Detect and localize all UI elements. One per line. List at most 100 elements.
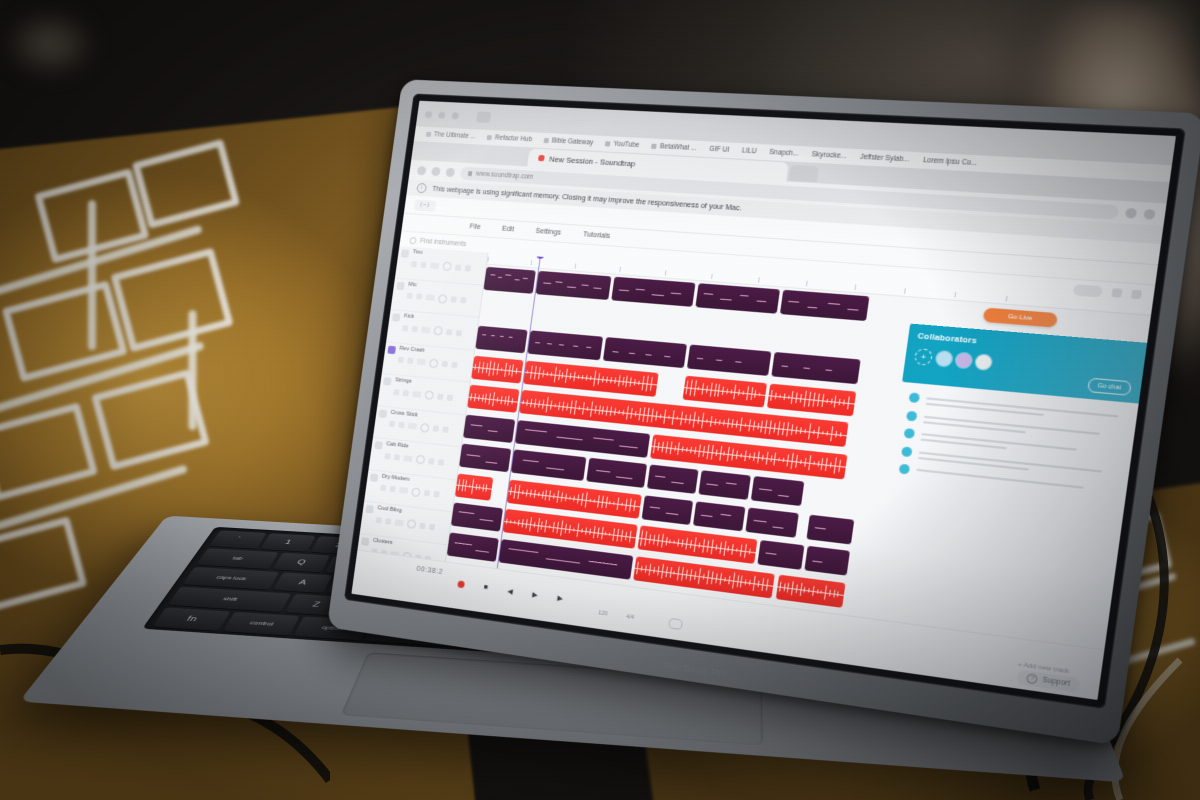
volume-slider[interactable] — [403, 454, 413, 462]
clip-midi[interactable] — [459, 443, 512, 473]
fx-button[interactable] — [428, 457, 435, 465]
solo-button[interactable] — [402, 389, 410, 397]
fx-button[interactable] — [450, 296, 458, 303]
forward-icon[interactable] — [431, 166, 441, 176]
record-arm-button[interactable] — [437, 458, 445, 466]
key-`[interactable]: ` — [209, 530, 267, 549]
key-caps-lock[interactable]: caps lock — [182, 566, 280, 590]
bookmark-item[interactable]: Jeffster Sylab... — [859, 153, 910, 164]
fx-button[interactable] — [419, 522, 426, 529]
solo-button[interactable] — [411, 325, 419, 332]
bookmark-item[interactable]: LILU — [741, 147, 757, 156]
clip-midi[interactable] — [446, 531, 499, 562]
bookmark-item[interactable]: Skyrocke... — [811, 150, 848, 161]
support-button[interactable]: ? Support — [1016, 669, 1081, 693]
clip-midi[interactable] — [527, 330, 604, 361]
rewind-button[interactable]: ◀ — [506, 587, 514, 596]
volume-slider[interactable] — [416, 358, 427, 366]
avatar[interactable] — [974, 354, 993, 370]
search-instruments-field[interactable]: Find instruments — [409, 237, 467, 248]
fx-button[interactable] — [445, 328, 453, 335]
back-icon[interactable] — [416, 165, 427, 175]
solo-button[interactable] — [389, 485, 396, 493]
close-window-button[interactable] — [424, 110, 433, 118]
new-tab-button[interactable] — [788, 164, 820, 183]
menu-file[interactable]: File — [469, 223, 482, 232]
volume-slider[interactable] — [407, 422, 418, 430]
bookmark-item[interactable]: Lorem Ipsu Co... — [922, 156, 978, 168]
clip-midi[interactable] — [510, 449, 587, 481]
clip-midi[interactable] — [463, 414, 516, 443]
volume-slider[interactable] — [412, 390, 422, 398]
reload-icon[interactable] — [445, 167, 456, 177]
clip-midi[interactable] — [693, 500, 746, 531]
record-arm-button[interactable] — [433, 490, 440, 498]
pan-knob[interactable] — [415, 454, 426, 465]
sidebar-toggle-button[interactable] — [476, 110, 492, 123]
timecode-display[interactable]: 00:38:2 — [416, 565, 444, 577]
loop-button[interactable] — [668, 617, 684, 631]
soundtrap-logo[interactable]: (~) — [413, 199, 437, 212]
maximize-window-button[interactable] — [451, 111, 460, 119]
record-arm-button[interactable] — [455, 329, 463, 336]
volume-slider[interactable] — [394, 518, 404, 526]
solo-button[interactable] — [420, 261, 427, 268]
bookmark-item[interactable]: YouTube — [604, 140, 640, 149]
mute-button[interactable] — [397, 356, 405, 363]
avatar[interactable] — [935, 351, 953, 367]
menu-edit[interactable]: Edit — [501, 225, 515, 234]
pan-knob[interactable] — [424, 390, 435, 401]
quantize-pill-button[interactable] — [1072, 283, 1104, 297]
solo-button[interactable] — [398, 421, 405, 429]
clip-midi[interactable] — [535, 270, 612, 300]
pan-knob[interactable] — [406, 518, 417, 529]
bookmark-item[interactable]: The Ultimate ... — [425, 131, 476, 140]
clip-midi[interactable] — [698, 470, 751, 500]
volume-slider[interactable] — [425, 294, 435, 301]
record-arm-button[interactable] — [442, 426, 449, 433]
tabs-overview-icon[interactable] — [1143, 208, 1156, 220]
minimize-window-button[interactable] — [438, 111, 446, 119]
clip-midi[interactable] — [641, 494, 694, 525]
solo-button[interactable] — [415, 293, 423, 300]
clip-midi[interactable] — [611, 276, 696, 307]
go-chat-button[interactable]: Go chat — [1086, 377, 1132, 396]
pan-knob[interactable] — [419, 422, 430, 433]
clip-midi[interactable] — [586, 457, 648, 488]
fast-forward-button[interactable]: ▶ — [556, 594, 564, 603]
menu-settings[interactable]: Settings — [535, 227, 562, 237]
bookmark-item[interactable]: Bible Gateway — [543, 137, 594, 147]
key-Q[interactable]: Q — [272, 552, 330, 573]
bookmark-item[interactable]: Refactor Hub — [486, 134, 532, 143]
bookmark-item[interactable]: BetaWhat ... — [651, 143, 697, 152]
clip-audio[interactable] — [682, 375, 768, 408]
clip-midi[interactable] — [750, 476, 805, 507]
fx-button[interactable] — [437, 393, 444, 400]
avatar[interactable] — [955, 352, 973, 369]
mute-button[interactable] — [379, 484, 387, 492]
volume-slider[interactable] — [398, 486, 409, 494]
volume-slider[interactable] — [429, 261, 440, 269]
clip-midi[interactable] — [806, 514, 855, 544]
key-fn[interactable]: fn — [152, 607, 231, 631]
mute-button[interactable] — [384, 452, 391, 460]
record-arm-button[interactable] — [428, 523, 436, 530]
record-button[interactable] — [457, 580, 465, 589]
mute-button[interactable] — [393, 388, 400, 396]
zoom-out-icon[interactable] — [1111, 287, 1123, 298]
mute-button[interactable] — [410, 260, 418, 267]
clip-midi[interactable] — [646, 464, 699, 494]
clip-audio[interactable] — [454, 473, 494, 501]
record-arm-button[interactable] — [451, 361, 458, 369]
volume-slider[interactable] — [421, 326, 431, 333]
record-arm-button[interactable] — [460, 297, 467, 304]
pan-knob[interactable] — [442, 261, 453, 272]
share-icon[interactable] — [1124, 207, 1138, 219]
mute-button[interactable] — [402, 324, 409, 331]
clip-midi[interactable] — [757, 540, 805, 570]
bpm-value[interactable]: 120 — [597, 610, 608, 618]
play-button[interactable]: ▶ — [531, 591, 539, 599]
record-arm-button[interactable] — [464, 264, 472, 272]
pan-knob[interactable] — [428, 358, 439, 368]
pan-knob[interactable] — [437, 293, 448, 304]
